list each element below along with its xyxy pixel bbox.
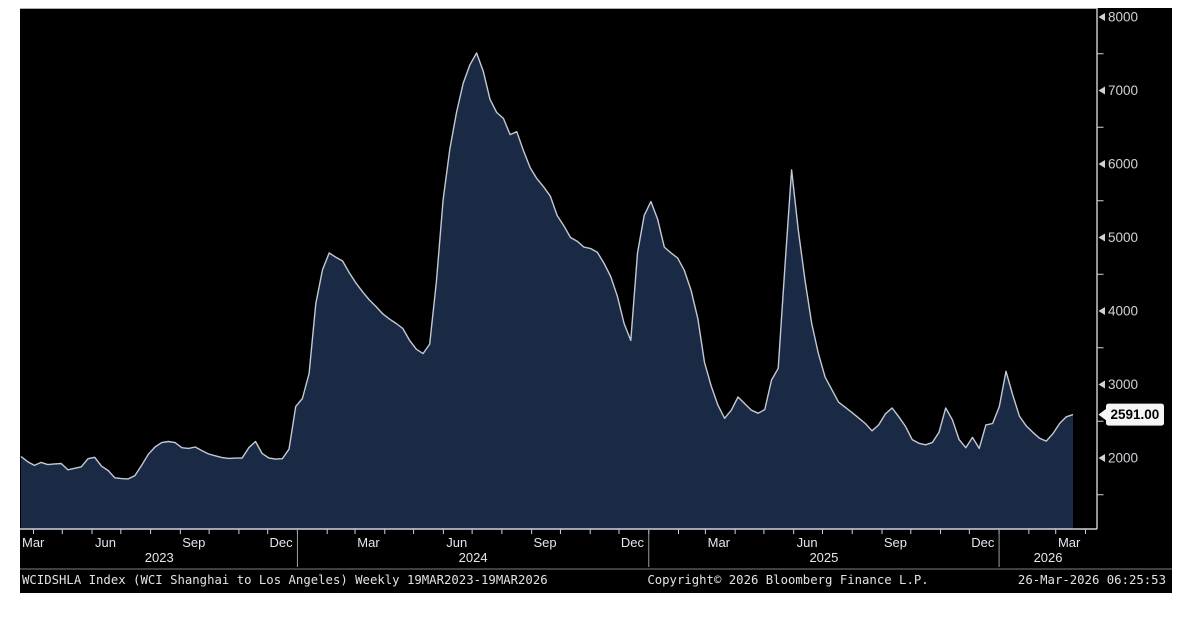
price-series-layer bbox=[20, 52, 1074, 529]
y-major-tick-arrow-icon bbox=[1098, 160, 1105, 168]
year-label: 2024 bbox=[459, 550, 488, 565]
y-axis: 8000 7000 6000 5000 4000 3000 2000 bbox=[1097, 10, 1138, 496]
quarter-label: Mar bbox=[708, 535, 731, 550]
year-label: 2026 bbox=[1034, 550, 1063, 565]
quarter-label: Jun bbox=[95, 535, 116, 550]
quarter-label: Dec bbox=[270, 535, 294, 550]
y-major-tick-arrow-icon bbox=[1098, 86, 1105, 95]
chart-frame bbox=[20, 8, 1098, 530]
quarter-label: Dec bbox=[971, 535, 995, 550]
x-axis: Mar Jun Sep Dec Mar Jun Sep Dec Mar Jun Sep Dec Mar2… bbox=[22, 529, 1086, 567]
copyright-text: Copyright© 2026 Bloomberg Finance L.P. bbox=[647, 573, 928, 587]
y-tick-label: 3000 bbox=[1108, 377, 1138, 392]
y-tick-label: 2000 bbox=[1108, 451, 1138, 466]
quarter-label: Jun bbox=[446, 535, 467, 550]
plot-area[interactable] bbox=[20, 8, 1097, 529]
quarter-label: Mar bbox=[22, 535, 45, 550]
badge-background bbox=[1106, 403, 1164, 426]
year-label: 2025 bbox=[809, 550, 838, 565]
y-major-tick-arrow-icon bbox=[1098, 233, 1105, 242]
last-value-text: 2591.00 bbox=[1111, 407, 1160, 422]
quarter-label: Sep bbox=[534, 535, 557, 550]
security-description: WCIDSHLA Index (WCI Shanghai to Los Ange… bbox=[22, 573, 548, 587]
last-value-badge: 2591.00 bbox=[1098, 403, 1164, 426]
series-line bbox=[20, 52, 1074, 480]
quarter-label: Sep bbox=[182, 535, 205, 550]
year-label: 2023 bbox=[145, 550, 174, 565]
quarter-label: Dec bbox=[621, 535, 645, 550]
y-major-tick-arrow-icon bbox=[1098, 454, 1105, 462]
quarter-label: Mar bbox=[1058, 535, 1081, 550]
y-tick-label: 7000 bbox=[1108, 83, 1138, 98]
y-tick-label: 5000 bbox=[1108, 230, 1138, 245]
quarter-label: Mar bbox=[357, 535, 380, 550]
quarter-label: Jun bbox=[797, 535, 818, 550]
y-tick-label: 8000 bbox=[1108, 10, 1138, 25]
quarter-label: Sep bbox=[884, 535, 907, 550]
y-major-tick-arrow-icon bbox=[1098, 380, 1105, 389]
timestamp-text: 26-Mar-2026 06:25:53 bbox=[1018, 573, 1166, 587]
y-major-tick-arrow-icon bbox=[1098, 13, 1105, 21]
y-tick-label: 6000 bbox=[1108, 157, 1138, 172]
y-tick-label: 4000 bbox=[1108, 304, 1138, 319]
area-fill bbox=[21, 53, 1073, 529]
y-major-tick-arrow-icon bbox=[1098, 307, 1105, 315]
badge-arrow-icon bbox=[1098, 407, 1108, 422]
